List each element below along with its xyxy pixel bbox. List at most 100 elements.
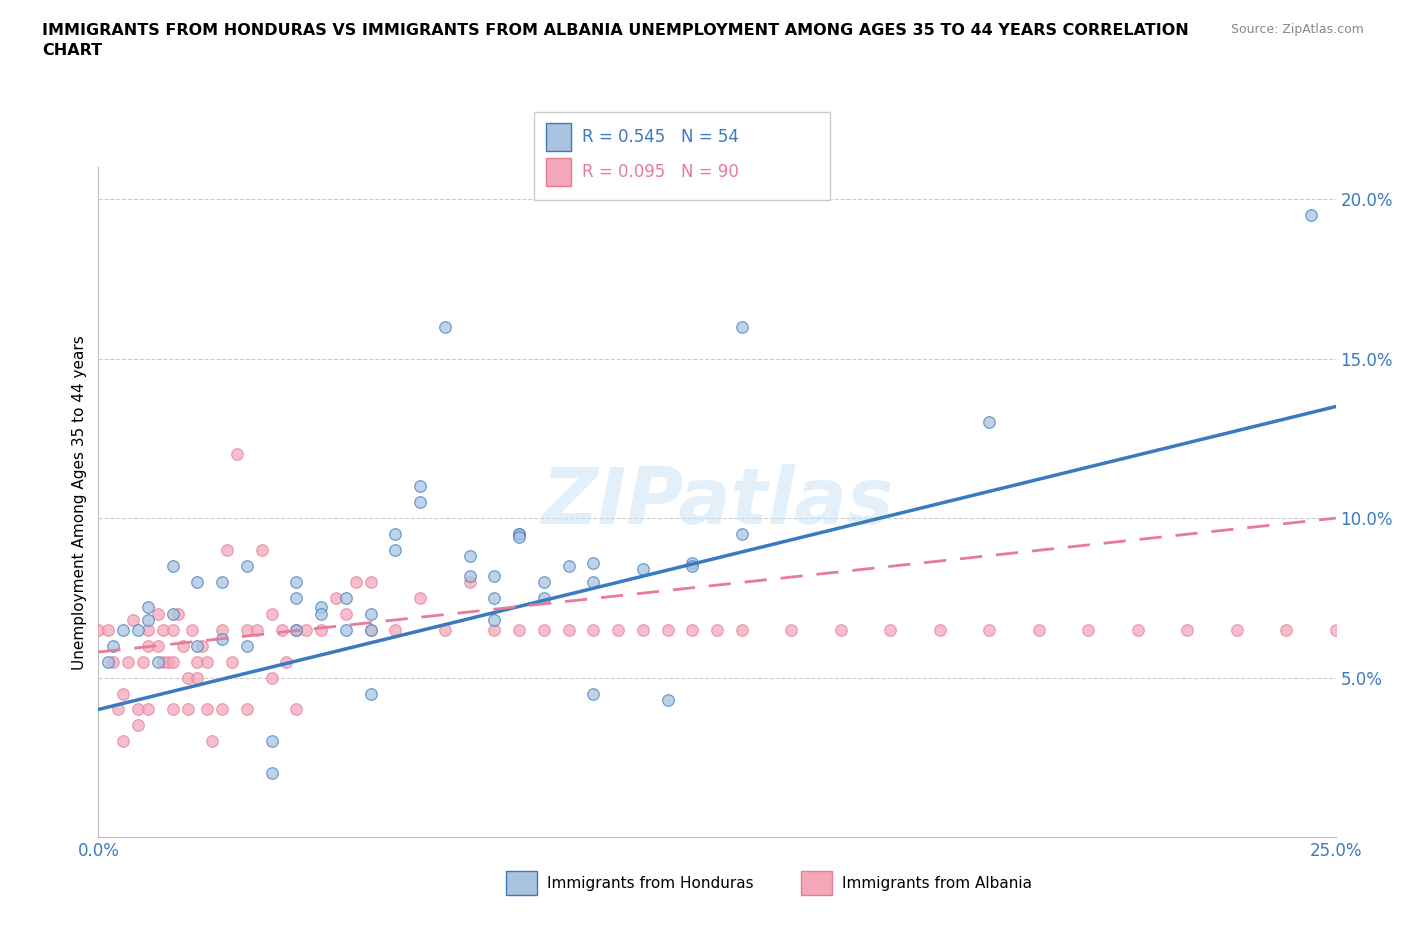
Point [285,591,308,605]
Point [309,600,332,615]
Point [103,638,125,653]
Point [309,606,332,621]
Text: Immigrants from Albania: Immigrants from Albania [842,875,1032,891]
Point [186,671,208,685]
Point [195,702,218,717]
Point [344,575,367,590]
Point [433,622,456,637]
Point [631,562,654,577]
Point [1275,622,1298,637]
Point [582,575,605,590]
Point [146,654,169,669]
Point [117,654,139,669]
Point [112,622,135,637]
Point [152,654,174,669]
Point [103,654,125,669]
Point [112,734,135,749]
Point [433,319,456,334]
Point [335,591,357,605]
Point [1077,622,1099,637]
Point [152,622,174,637]
Point [211,631,233,646]
Point [195,654,218,669]
Point [1175,622,1198,637]
Point [879,622,901,637]
Point [112,686,135,701]
Point [285,622,308,637]
Point [557,622,579,637]
Text: R = 0.095   N = 90: R = 0.095 N = 90 [582,163,740,181]
Point [236,559,259,574]
Point [127,718,149,733]
Point [236,622,259,637]
Point [582,686,605,701]
Point [136,613,159,628]
Point [533,622,555,637]
Point [979,622,1001,637]
Point [246,622,269,637]
Point [107,702,129,717]
Point [132,654,155,669]
Point [360,606,382,621]
Point [250,542,273,557]
Point [508,526,530,541]
Point [1126,622,1149,637]
Point [508,622,530,637]
Point [97,654,120,669]
Point [156,654,179,669]
Point [136,638,159,653]
Point [201,734,224,749]
Point [211,575,233,590]
Point [533,591,555,605]
Point [226,447,249,462]
Point [582,555,605,570]
Point [122,613,145,628]
Point [360,686,382,701]
Point [127,702,149,717]
Point [582,622,605,637]
Point [162,606,184,621]
Point [181,622,204,637]
Point [285,622,308,637]
Point [484,622,506,637]
Point [384,526,406,541]
Point [458,575,481,590]
Point [681,555,703,570]
Point [979,415,1001,430]
Point [360,575,382,590]
Point [211,622,233,637]
Point [657,693,679,708]
Point [285,575,308,590]
Point [325,591,347,605]
Point [260,765,283,780]
Point [136,600,159,615]
Point [221,654,243,669]
Point [780,622,803,637]
Point [127,622,149,637]
Point [1324,622,1347,637]
Point [260,606,283,621]
Point [731,526,754,541]
Point [136,622,159,637]
Point [236,638,259,653]
Point [681,622,703,637]
Point [928,622,950,637]
Point [97,622,120,637]
Point [146,606,169,621]
Point [276,654,298,669]
Point [162,559,184,574]
Point [409,591,432,605]
Point [236,702,259,717]
Point [186,575,208,590]
Point [360,622,382,637]
Text: IMMIGRANTS FROM HONDURAS VS IMMIGRANTS FROM ALBANIA UNEMPLOYMENT AMONG AGES 35 T: IMMIGRANTS FROM HONDURAS VS IMMIGRANTS F… [42,23,1189,58]
Point [191,638,214,653]
Point [1028,622,1050,637]
Text: Source: ZipAtlas.com: Source: ZipAtlas.com [1230,23,1364,36]
Point [166,606,188,621]
Point [458,568,481,583]
Point [176,702,198,717]
Point [309,622,332,637]
Point [146,638,169,653]
Point [162,702,184,717]
